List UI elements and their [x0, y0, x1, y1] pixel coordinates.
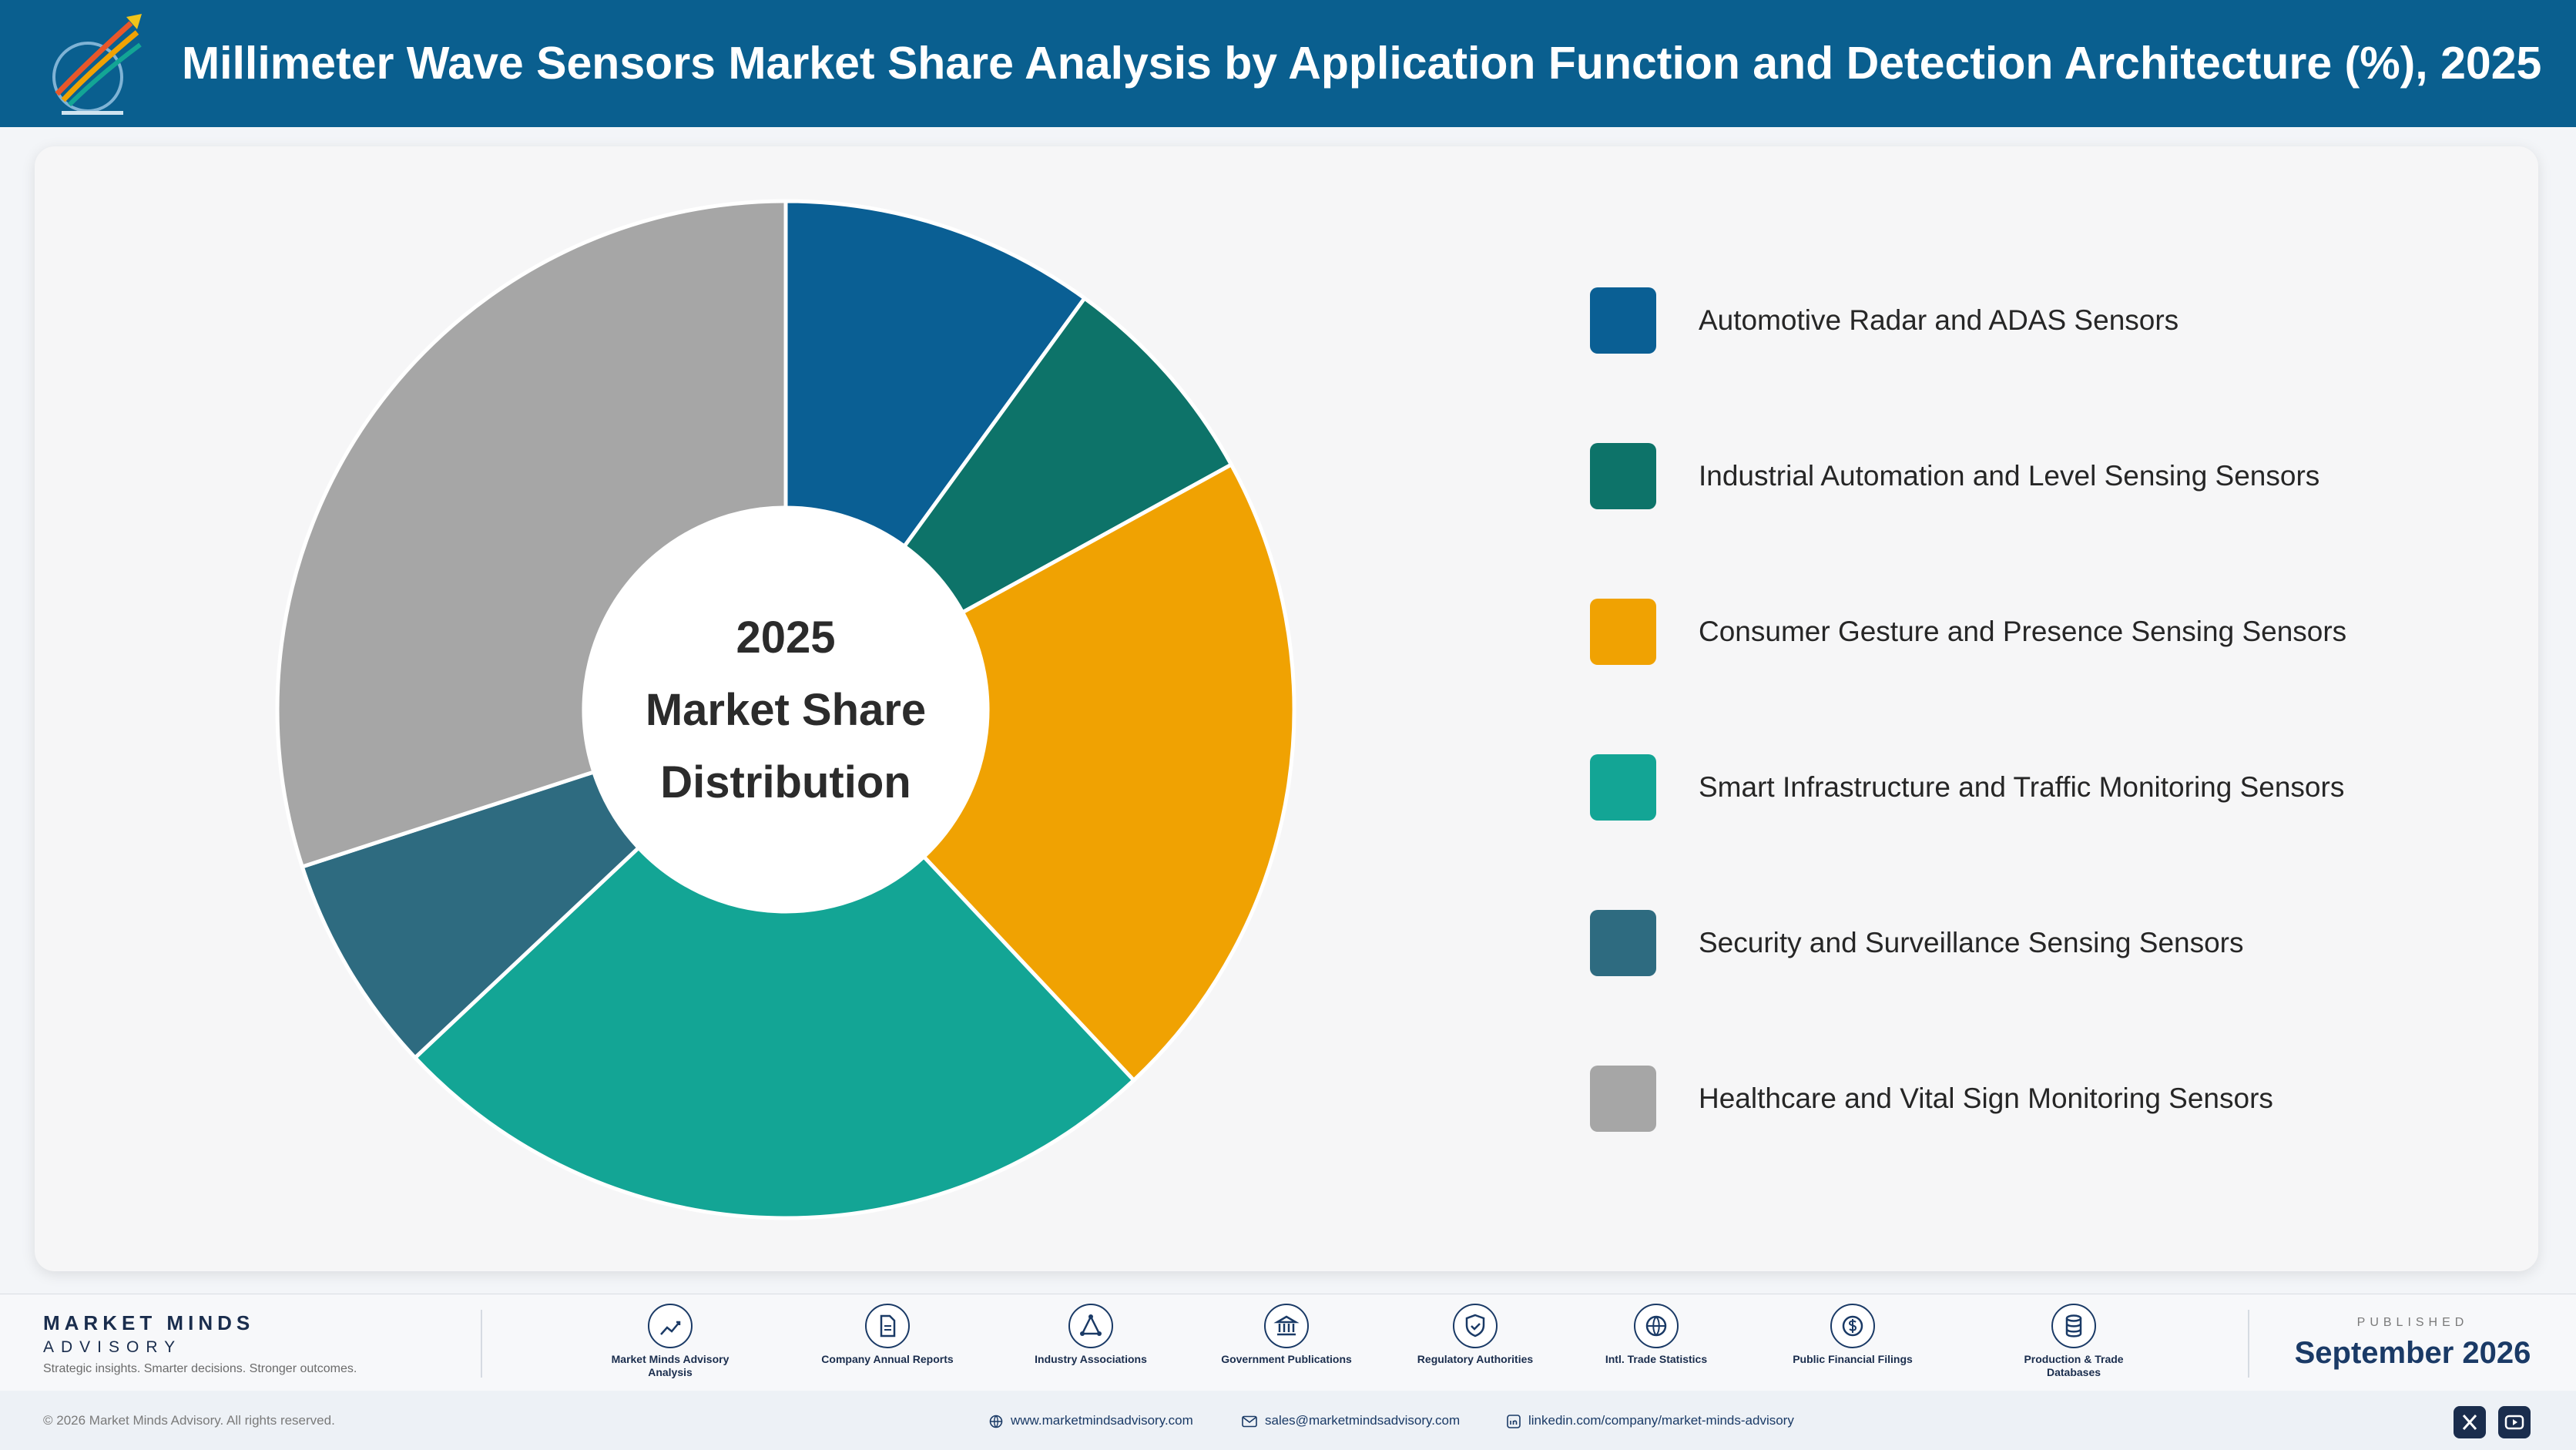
- source-item: Public Financial Filings: [1776, 1304, 1930, 1366]
- center-label-line: 2025: [736, 613, 835, 663]
- document-icon: [865, 1304, 910, 1348]
- bottom-bar: © 2026 Market Minds Advisory. All rights…: [0, 1391, 2576, 1450]
- dollar-coin-icon: [1830, 1304, 1875, 1348]
- globe-icon: [1634, 1304, 1679, 1348]
- source-label: Production & Trade Databases: [2024, 1353, 2124, 1378]
- x-icon: [2462, 1415, 2477, 1430]
- government-building-icon: [1264, 1304, 1309, 1348]
- brand-tagline: Strategic insights. Smarter decisions. S…: [43, 1362, 357, 1375]
- linkedin-icon: [1507, 1414, 1521, 1428]
- footer: MARKET MINDS ADVISORY Strategic insights…: [0, 1294, 2576, 1391]
- email-link[interactable]: sales@marketmindsadvisory.com: [1242, 1391, 1460, 1450]
- copyright-text: © 2026 Market Minds Advisory. All rights…: [43, 1413, 335, 1428]
- legend-label: Industrial Automation and Level Sensing …: [1699, 460, 2320, 492]
- legend-swatch: [1590, 754, 1656, 821]
- linkedin-link[interactable]: linkedin.com/company/market-minds-adviso…: [1507, 1391, 1794, 1450]
- youtube-social-button[interactable]: [2498, 1406, 2531, 1438]
- legend-label: Healthcare and Vital Sign Monitoring Sen…: [1699, 1082, 2273, 1114]
- source-label: Government Publications: [1221, 1353, 1352, 1365]
- source-label: Public Financial Filings: [1793, 1353, 1913, 1365]
- linkedin-text: linkedin.com/company/market-minds-adviso…: [1528, 1413, 1794, 1428]
- brand-name: MARKET MINDS: [43, 1311, 255, 1334]
- legend-swatch: [1590, 599, 1656, 665]
- brand-subtitle: ADVISORY: [43, 1338, 183, 1356]
- center-label-line: Distribution: [660, 757, 911, 807]
- published-date: September 2026: [2294, 1336, 2531, 1370]
- legend-label: Automotive Radar and ADAS Sensors: [1699, 304, 2179, 336]
- company-logo-icon: [52, 14, 142, 115]
- trend-chart-icon: [648, 1304, 693, 1348]
- source-item: Regulatory Authorities: [1398, 1304, 1552, 1366]
- globe-icon: [989, 1415, 1003, 1428]
- website-link[interactable]: www.marketmindsadvisory.com: [989, 1391, 1193, 1450]
- legend-label: Smart Infrastructure and Traffic Monitor…: [1699, 771, 2345, 803]
- email-text: sales@marketmindsadvisory.com: [1265, 1413, 1461, 1428]
- legend-swatch: [1590, 443, 1656, 509]
- donut-center: [584, 508, 988, 911]
- legend-swatch: [1590, 1066, 1656, 1132]
- source-label: Market Minds Advisory Analysis: [611, 1353, 730, 1378]
- header-bar: Millimeter Wave Sensors Market Share Ana…: [0, 0, 2576, 127]
- website-text: www.marketmindsadvisory.com: [1011, 1413, 1193, 1428]
- source-item: Market Minds Advisory Analysis: [593, 1304, 747, 1379]
- legend-swatch: [1590, 910, 1656, 976]
- source-label: Company Annual Reports: [821, 1353, 954, 1365]
- donut-chart: 2025 Market Share Distribution: [275, 199, 1296, 1220]
- legend-label: Consumer Gesture and Presence Sensing Se…: [1699, 616, 2347, 647]
- published-label: PUBLISHED: [2356, 1316, 2469, 1329]
- source-item: Production & Trade Databases: [1997, 1304, 2151, 1379]
- source-item: Company Annual Reports: [810, 1304, 964, 1366]
- donut-slice: [275, 199, 788, 870]
- legend-swatch: [1590, 287, 1656, 354]
- network-icon: [1068, 1304, 1113, 1348]
- center-label-line: Market Share: [646, 685, 926, 735]
- source-label: Regulatory Authorities: [1417, 1353, 1534, 1365]
- source-item: Government Publications: [1209, 1304, 1363, 1366]
- source-item: Industry Associations: [1014, 1304, 1168, 1366]
- page-title: Millimeter Wave Sensors Market Share Ana…: [182, 38, 2542, 89]
- x-social-button[interactable]: [2454, 1406, 2486, 1438]
- youtube-icon: [2504, 1415, 2524, 1430]
- source-label: Intl. Trade Statistics: [1605, 1353, 1708, 1365]
- legend-label: Security and Surveillance Sensing Sensor…: [1699, 927, 2244, 958]
- chart-card: 2025 Market Share Distribution Automotive …: [35, 146, 2538, 1271]
- source-label: Industry Associations: [1035, 1353, 1147, 1365]
- mail-icon: [1242, 1415, 1257, 1427]
- database-icon: [2051, 1304, 2096, 1348]
- footer-divider: [2248, 1310, 2249, 1378]
- footer-divider: [481, 1310, 482, 1378]
- source-item: Intl. Trade Statistics: [1579, 1304, 1733, 1366]
- shield-check-icon: [1453, 1304, 1498, 1348]
